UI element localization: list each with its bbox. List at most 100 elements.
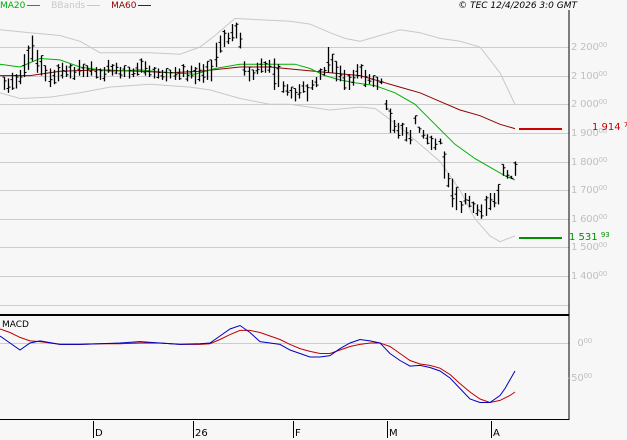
ohlc-bar — [118, 67, 123, 79]
legend-ma20: MA20 — [0, 1, 43, 11]
ohlc-bar — [135, 62, 140, 76]
ohlc-bar — [197, 62, 202, 82]
ohlc-bar — [429, 135, 434, 151]
ohlc-bar — [6, 78, 11, 93]
x-axis-label: D — [95, 428, 103, 439]
ma60-swatch-icon — [138, 5, 152, 6]
ohlc-bar — [501, 163, 506, 176]
ohlc-bar — [363, 69, 368, 88]
ohlc-bar — [281, 81, 286, 93]
bollinger-bands — [0, 17, 516, 243]
ohlc-bar — [39, 55, 44, 76]
ohlc-bar — [60, 62, 65, 79]
resistance-value: 1 914 — [592, 122, 621, 133]
legend-bbands: BBands — [51, 1, 103, 11]
ohlc-bar — [293, 88, 298, 102]
ohlc-bar — [193, 67, 198, 85]
ohlc-bar — [177, 68, 182, 80]
ohlc-bar — [127, 66, 132, 79]
ohlc-bar — [185, 69, 190, 82]
support-value: 1 531 — [569, 232, 598, 243]
ohlc-bar — [297, 84, 302, 99]
ohlc-bar — [400, 122, 405, 136]
ohlc-bar — [259, 58, 264, 73]
ohlc-bar — [276, 64, 281, 88]
ohlc-bar — [314, 77, 319, 88]
ohlc-bar — [139, 58, 144, 73]
ohlc-bar — [454, 186, 459, 211]
y-axis-label: 1 60000 — [571, 212, 608, 225]
ohlc-bar — [413, 115, 418, 125]
ohlc-bar — [301, 81, 306, 93]
ohlc-bar — [26, 45, 31, 70]
legend-ma60-label: MA60 — [111, 1, 137, 11]
ohlc-bar — [351, 69, 356, 86]
ohlc-bar — [334, 60, 339, 82]
moving-averages — [0, 57, 516, 181]
ohlc-bar — [173, 67, 178, 80]
ohlc-bar — [488, 192, 493, 211]
ohlc-bar — [479, 204, 484, 219]
ohlc-bar — [209, 59, 214, 82]
ohlc-bar — [396, 122, 401, 139]
ma20-line — [0, 57, 516, 181]
ohlc-bar — [181, 64, 186, 78]
ohlc-bar — [230, 24, 235, 42]
ohlc-bar — [85, 65, 90, 78]
ohlc-bar — [450, 178, 455, 208]
ohlc-bar — [255, 62, 260, 75]
ohlc-bar — [156, 68, 161, 79]
ohlc-bar — [94, 67, 99, 79]
ohlc-bar — [56, 64, 61, 82]
ohlc-bar — [110, 64, 115, 76]
ohlc-bar — [242, 61, 247, 76]
ohlc-bar — [222, 29, 227, 47]
ohlc-bar — [2, 76, 7, 90]
resistance-decimals: 7 — [623, 121, 627, 129]
ohlc-bar — [318, 68, 323, 80]
ohlc-bar — [114, 62, 119, 75]
ohlc-bar — [496, 183, 501, 205]
ohlc-bar — [371, 75, 376, 88]
ohlc-bar — [375, 76, 380, 90]
ohlc-bar — [305, 84, 310, 102]
ohlc-bar — [388, 108, 393, 133]
ohlc-bar — [347, 74, 352, 90]
macd-axis-label: -5000 — [567, 372, 592, 384]
support-decimals: 93 — [600, 231, 610, 239]
ohlc-bar — [164, 67, 169, 82]
ohlc-bar — [421, 130, 426, 139]
ohlc-bar — [251, 69, 256, 80]
ohlc-bar — [147, 65, 152, 78]
ohlc-bar — [122, 65, 127, 78]
ohlc-bar — [81, 63, 86, 78]
ohlc-bars — [2, 22, 518, 219]
macd-signal-line — [0, 328, 516, 404]
ohlc-bar — [467, 195, 472, 208]
ohlc-bar — [513, 161, 518, 176]
ohlc-bar — [408, 130, 413, 145]
ohlc-bar — [10, 72, 15, 90]
y-axis-label: 1 70000 — [571, 184, 608, 197]
ohlc-bar — [218, 35, 223, 53]
ohlc-bar — [367, 74, 372, 85]
ohlc-bar — [43, 65, 48, 82]
ohlc-bar — [505, 170, 510, 179]
ma20-swatch-icon — [27, 5, 41, 6]
x-axis-label: M — [389, 428, 398, 439]
ohlc-bar — [52, 69, 57, 85]
ohlc-bar — [201, 64, 206, 83]
ohlc-bar — [459, 201, 464, 214]
ohlc-bar — [289, 86, 294, 99]
ohlc-bar — [77, 59, 82, 76]
ohlc-bar — [446, 172, 451, 188]
ohlc-bar — [392, 119, 397, 133]
ohlc-bar — [205, 60, 210, 80]
support-label: 1 531 93 — [569, 231, 610, 243]
ohlc-bar — [68, 64, 73, 79]
ohlc-bar — [322, 67, 327, 76]
ohlc-bar — [143, 61, 148, 76]
legend-ma60: MA60 — [111, 1, 152, 11]
bbands-swatch-icon — [87, 5, 101, 6]
y-axis-label: 2 10000 — [571, 69, 608, 82]
